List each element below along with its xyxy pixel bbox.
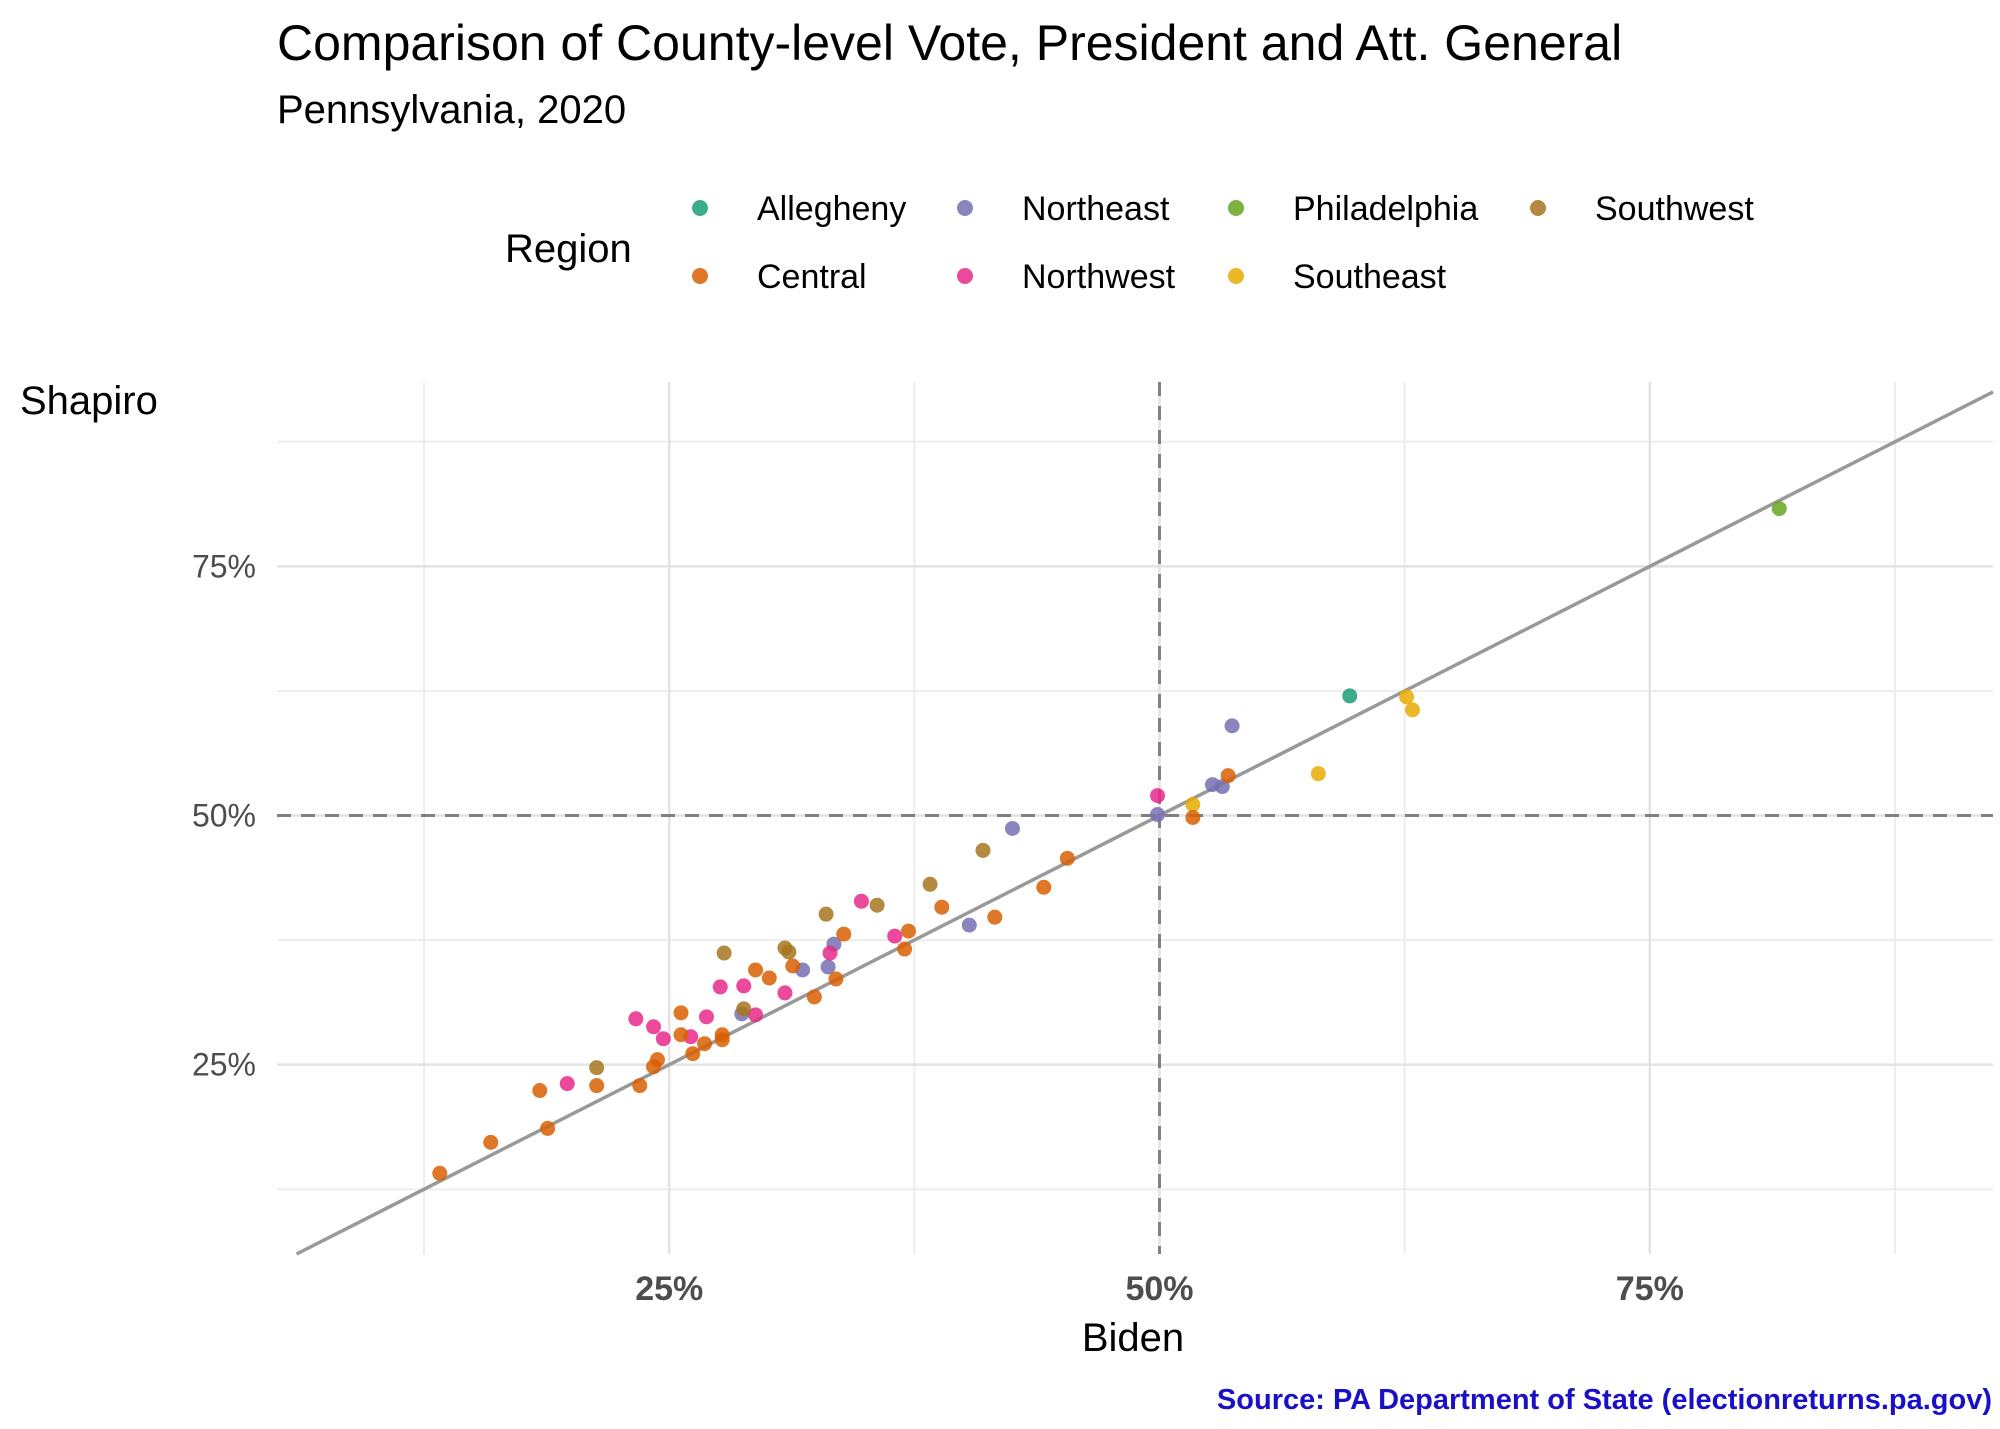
point-central: [532, 1083, 548, 1099]
point-central: [540, 1120, 556, 1136]
point-northwest: [646, 1019, 662, 1035]
point-central: [806, 989, 822, 1005]
legend-label-northwest: Northwest: [1022, 258, 1176, 296]
point-northeast: [1214, 779, 1230, 795]
point-southwest: [922, 876, 938, 892]
legend-key-northeast: [957, 200, 973, 216]
x-tick-label: 25%: [635, 1270, 703, 1308]
point-northwest: [822, 945, 838, 961]
point-central: [483, 1134, 499, 1150]
point-southwest: [975, 842, 991, 858]
point-central: [1059, 850, 1075, 866]
legend-key-southwest: [1530, 200, 1546, 216]
point-southeast: [1185, 797, 1201, 813]
point-central: [748, 962, 764, 978]
legend-key-allegheny: [692, 200, 708, 216]
point-central: [432, 1165, 448, 1181]
point-central: [987, 909, 1003, 925]
point-central: [1036, 879, 1052, 895]
point-central: [1220, 768, 1236, 784]
point-southwest: [589, 1060, 605, 1076]
point-northwest: [628, 1011, 644, 1027]
point-northwest: [853, 893, 869, 909]
point-central: [685, 1046, 701, 1062]
point-northwest: [748, 1007, 764, 1023]
point-central: [934, 899, 950, 915]
y-tick-label: 25%: [192, 1047, 256, 1083]
point-central: [714, 1032, 730, 1048]
point-northwest: [736, 978, 752, 994]
source-caption: Source: PA Department of State (election…: [1217, 1384, 1992, 1416]
point-northwest: [712, 979, 728, 995]
x-tick-label: 50%: [1125, 1270, 1193, 1308]
point-allegheny: [1342, 688, 1358, 704]
legend-label-philadelphia: Philadelphia: [1293, 190, 1478, 228]
legend: Region Allegheny Central Northeast Northwes…: [505, 190, 1754, 296]
legend-label-allegheny: Allegheny: [757, 190, 906, 228]
point-northwest: [1150, 788, 1166, 804]
point-southwest: [716, 945, 732, 961]
legend-label-southeast: Southeast: [1293, 258, 1447, 296]
legend-key-northwest: [957, 268, 973, 284]
point-southwest: [869, 897, 885, 913]
identity-line: [295, 390, 1994, 1256]
point-central: [673, 1027, 689, 1043]
point-central: [646, 1059, 662, 1075]
legend-label-central: Central: [757, 258, 867, 296]
point-northeast: [820, 959, 836, 975]
point-central: [785, 958, 801, 974]
y-tick-label: 75%: [192, 548, 256, 584]
point-central: [897, 941, 913, 957]
point-central: [589, 1078, 605, 1094]
point-central: [828, 971, 844, 987]
y-tick-label: 50%: [192, 798, 256, 834]
point-central: [673, 1005, 689, 1021]
point-northeast: [1004, 820, 1020, 836]
x-axis-title: Biden: [1082, 1316, 1184, 1360]
point-southwest: [736, 1001, 752, 1017]
point-northwest: [655, 1031, 671, 1047]
chart-subtitle: Pennsylvania, 2020: [277, 88, 626, 132]
legend-key-southeast: [1228, 268, 1244, 284]
point-southwest: [781, 944, 797, 960]
point-central: [632, 1078, 648, 1094]
point-central: [1185, 810, 1201, 826]
legend-key-philadelphia: [1228, 200, 1244, 216]
point-northeast: [961, 917, 977, 933]
y-axis-title: Shapiro: [20, 379, 158, 423]
point-central: [900, 923, 916, 939]
point-southwest: [818, 906, 834, 922]
point-northeast: [1150, 807, 1166, 823]
point-central: [697, 1036, 713, 1052]
legend-label-northeast: Northeast: [1022, 190, 1170, 228]
legend-key-central: [692, 268, 708, 284]
point-northeast: [1224, 718, 1240, 734]
point-southeast: [1399, 689, 1415, 705]
legend-label-southwest: Southwest: [1595, 190, 1754, 228]
plot-panel: [277, 382, 1994, 1256]
point-southeast: [1310, 766, 1326, 782]
point-southeast: [1405, 702, 1421, 718]
point-northwest: [887, 928, 903, 944]
point-central: [836, 926, 852, 942]
point-northwest: [777, 985, 793, 1001]
x-tick-label: 75%: [1616, 1270, 1684, 1308]
point-central: [761, 970, 777, 986]
point-northwest: [559, 1076, 575, 1092]
point-philadelphia: [1771, 501, 1787, 517]
point-northwest: [698, 1009, 714, 1025]
chart-title: Comparison of County-level Vote, Preside…: [277, 15, 1622, 71]
legend-title: Region: [505, 227, 632, 271]
